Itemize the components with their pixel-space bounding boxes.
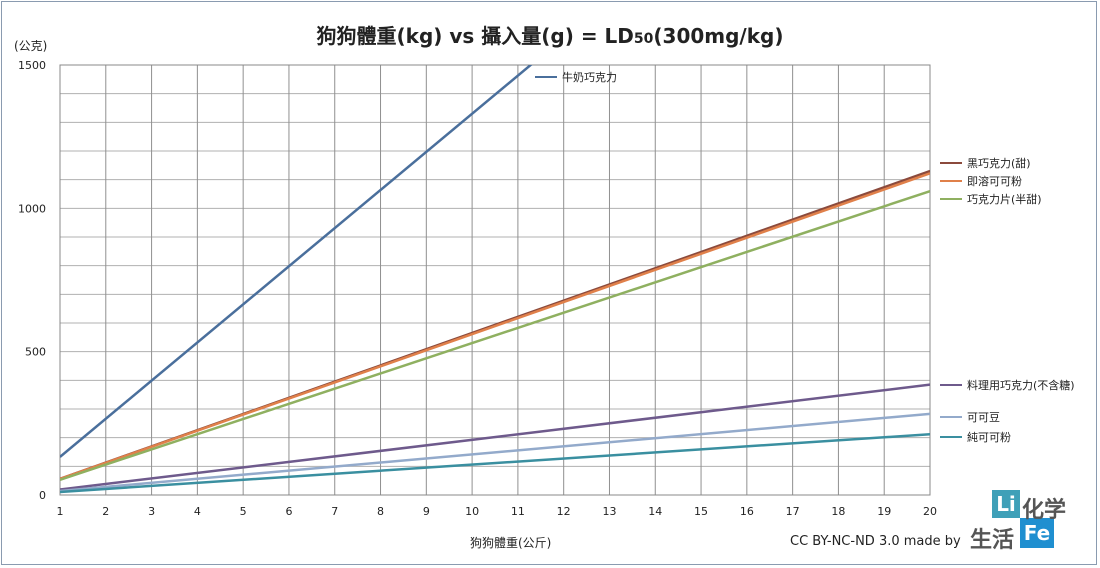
y-tick-label: 500 <box>25 346 46 359</box>
x-tick-label: 15 <box>694 505 708 518</box>
legend-label: 純可可粉 <box>967 431 1011 444</box>
logo-li: Li <box>992 490 1020 518</box>
series-line <box>60 383 930 491</box>
x-tick-label: 11 <box>511 505 525 518</box>
y-tick-label: 0 <box>39 489 46 502</box>
plot-border <box>59 64 931 496</box>
logo-fe: Fe <box>1020 518 1054 548</box>
x-tick-label: 18 <box>831 505 845 518</box>
x-tick-label: 3 <box>148 505 155 518</box>
y-axis-label: (公克) <box>14 39 48 53</box>
series-line <box>60 189 930 481</box>
series-line <box>60 172 930 481</box>
x-tick-label: 20 <box>923 505 937 518</box>
x-tick-label: 14 <box>648 505 662 518</box>
y-tick-label: 1000 <box>18 202 46 215</box>
x-tick-label: 13 <box>602 505 616 518</box>
chart-title: 狗狗體重(kg) vs 攝入量(g) = LD50(300mg/kg) <box>316 24 784 48</box>
x-tick-label: 7 <box>331 505 338 518</box>
x-tick-label: 8 <box>377 505 384 518</box>
legend-label: 可可豆 <box>967 411 1000 424</box>
x-axis-label: 狗狗體重(公斤) <box>470 536 552 550</box>
series-line <box>60 412 930 493</box>
legend-label: 即溶可可粉 <box>967 174 1022 188</box>
x-tick-label: 2 <box>102 505 109 518</box>
lifechem-logo: Li Fe 化学 生活 <box>970 490 1090 553</box>
y-tick-label: 1500 <box>18 59 46 72</box>
series-line <box>60 65 533 458</box>
license-credit: CC BY-NC-ND 3.0 made by <box>790 534 961 549</box>
series-line <box>60 432 930 494</box>
legend-label: 黑巧克力(甜) <box>967 157 1031 170</box>
x-tick-label: 9 <box>423 505 430 518</box>
legend-label: 牛奶巧克力 <box>562 70 617 84</box>
x-tick-label: 17 <box>786 505 800 518</box>
x-tick-label: 6 <box>285 505 292 518</box>
x-tick-label: 19 <box>877 505 891 518</box>
x-tick-label: 10 <box>465 505 479 518</box>
legend-label: 巧克力片(半甜) <box>967 192 1042 206</box>
x-tick-label: 4 <box>194 505 201 518</box>
logo-text-2: 生活 <box>970 528 1015 553</box>
legend-label: 料理用巧克力(不含糖) <box>967 378 1075 392</box>
x-tick-label: 1 <box>57 505 64 518</box>
x-tick-label: 5 <box>240 505 247 518</box>
x-tick-label: 12 <box>557 505 571 518</box>
logo-text-1: 化学 <box>1022 498 1067 523</box>
x-tick-label: 16 <box>740 505 754 518</box>
